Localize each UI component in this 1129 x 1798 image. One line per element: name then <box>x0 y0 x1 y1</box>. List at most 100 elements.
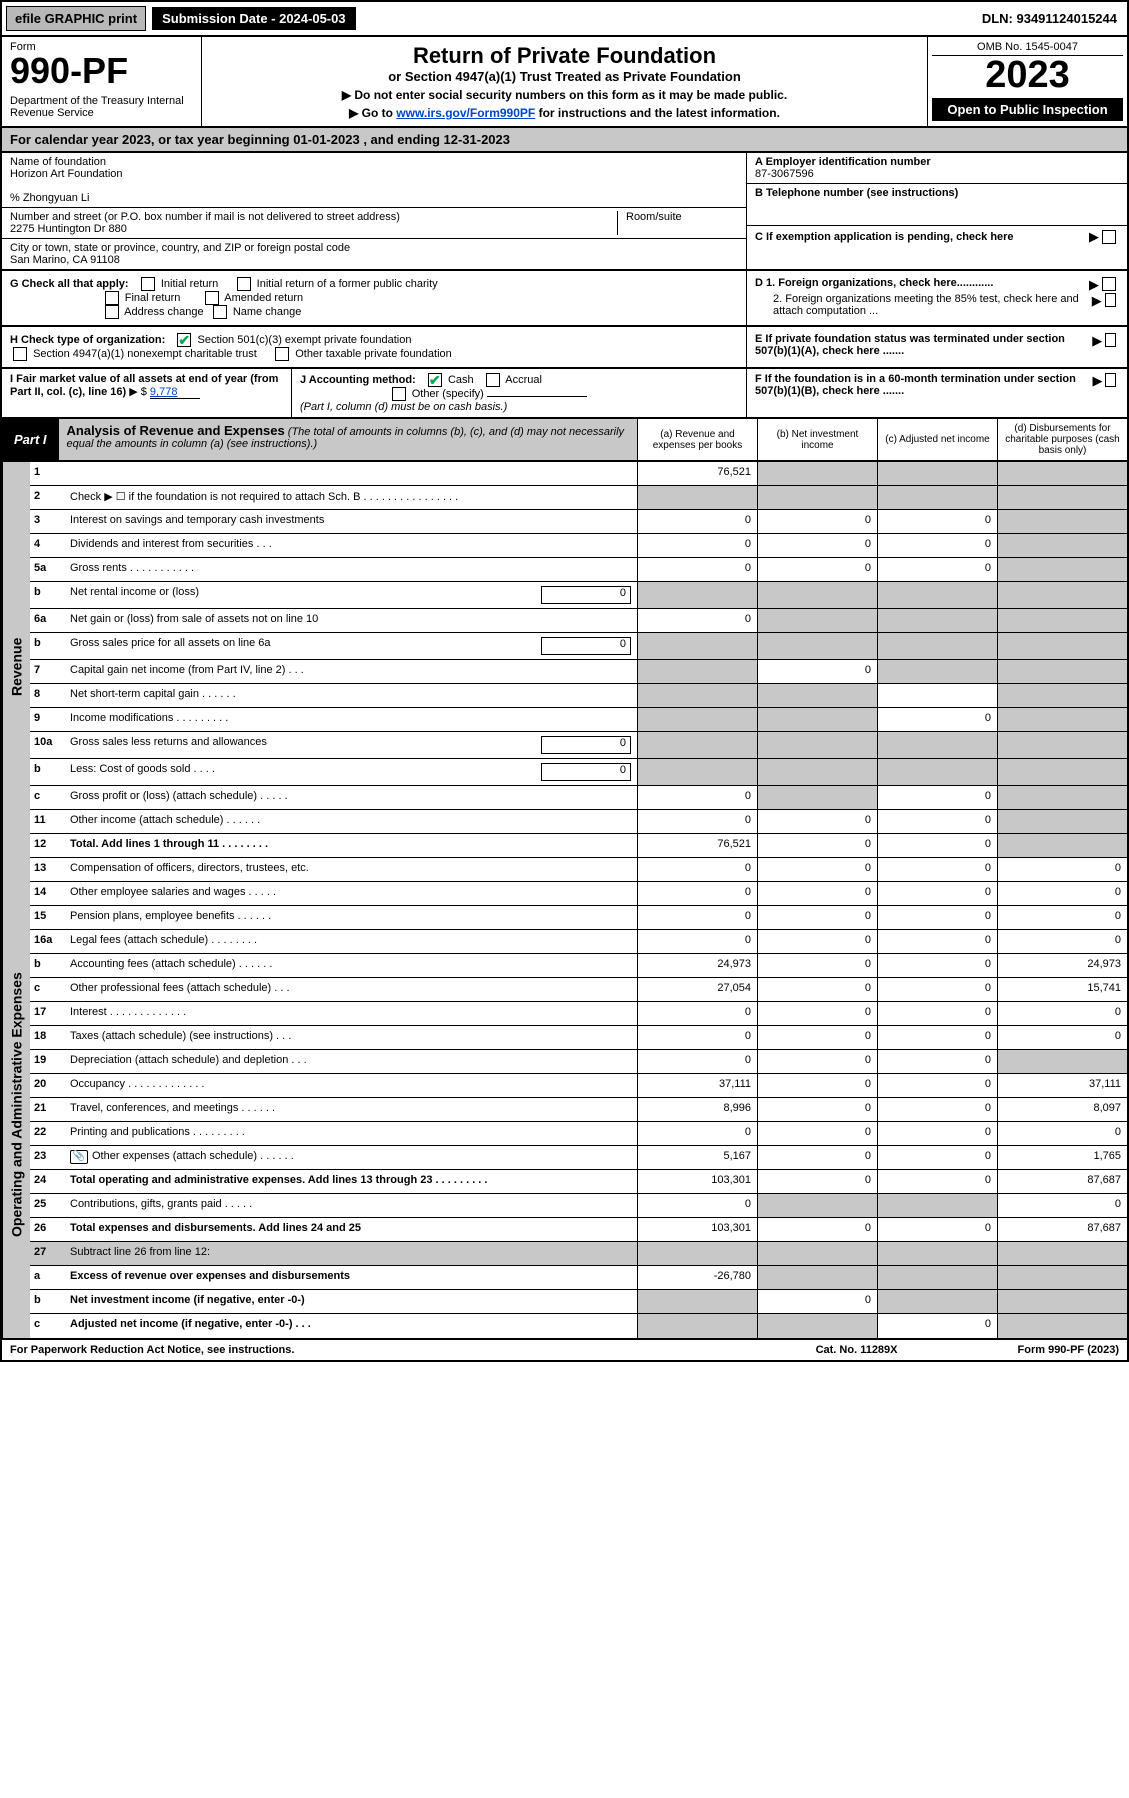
cell-col-c <box>877 582 997 608</box>
cell-col-c <box>877 1290 997 1313</box>
cell-col-b: 0 <box>757 810 877 833</box>
cb-initial[interactable] <box>141 277 155 291</box>
cell-col-a: 24,973 <box>637 954 757 977</box>
cb-4947[interactable] <box>13 347 27 361</box>
line-number: 27 <box>30 1242 64 1265</box>
line-number: 20 <box>30 1074 64 1097</box>
cell-col-a <box>637 660 757 683</box>
cell-col-a: 0 <box>637 858 757 881</box>
line-description: Subtract line 26 from line 12: <box>64 1242 637 1265</box>
cell-col-a: 0 <box>637 1050 757 1073</box>
h-label: H Check type of organization: <box>10 334 165 346</box>
calendar-year-row: For calendar year 2023, or tax year begi… <box>0 128 1129 153</box>
cb-e[interactable] <box>1105 333 1116 347</box>
cb-amended[interactable] <box>205 291 219 305</box>
cb-name[interactable] <box>213 305 227 319</box>
ein: 87-3067596 <box>755 168 1119 180</box>
cell-col-d <box>997 834 1127 857</box>
table-row: 176,521 <box>30 462 1127 486</box>
cb-d1[interactable] <box>1102 277 1116 291</box>
line-description: Gross sales less returns and allowances0 <box>64 732 637 758</box>
main-table: Revenue Operating and Administrative Exp… <box>0 462 1129 1340</box>
line-number: 22 <box>30 1122 64 1145</box>
col-c-header: (c) Adjusted net income <box>877 419 997 460</box>
efile-button[interactable]: efile GRAPHIC print <box>6 6 146 31</box>
cell-col-b: 0 <box>757 930 877 953</box>
cell-col-c: 0 <box>877 1122 997 1145</box>
cb-501c3[interactable] <box>177 333 191 347</box>
cell-col-d: 37,111 <box>997 1074 1127 1097</box>
cb-d2[interactable] <box>1105 293 1116 307</box>
header-right: OMB No. 1545-0047 2023 Open to Public In… <box>927 37 1127 126</box>
cell-col-b <box>757 684 877 707</box>
cell-col-c <box>877 732 997 758</box>
room-label: Room/suite <box>618 211 738 235</box>
line-number: 9 <box>30 708 64 731</box>
line-description: Other income (attach schedule) . . . . .… <box>64 810 637 833</box>
cell-col-b: 0 <box>757 1002 877 1025</box>
top-bar: efile GRAPHIC print Submission Date - 20… <box>0 0 1129 35</box>
cell-col-c: 0 <box>877 810 997 833</box>
cb-final[interactable] <box>105 291 119 305</box>
form-number: 990-PF <box>10 53 193 89</box>
table-row: 10aGross sales less returns and allowanc… <box>30 732 1127 759</box>
cell-col-c: 0 <box>877 1074 997 1097</box>
col-d-header: (d) Disbursements for charitable purpose… <box>997 419 1127 460</box>
cell-col-b: 0 <box>757 858 877 881</box>
table-row: 20Occupancy . . . . . . . . . . . . .37,… <box>30 1074 1127 1098</box>
inline-amount: 0 <box>541 637 631 655</box>
footer: For Paperwork Reduction Act Notice, see … <box>0 1340 1129 1362</box>
fmv-value[interactable]: 9,778 <box>150 386 200 399</box>
cell-col-a: 76,521 <box>637 462 757 485</box>
cell-col-d <box>997 1266 1127 1289</box>
cell-col-b: 0 <box>757 882 877 905</box>
cell-col-c <box>877 1194 997 1217</box>
cb-other-tax[interactable] <box>275 347 289 361</box>
f-label: F If the foundation is in a 60-month ter… <box>755 373 1092 413</box>
cb-accrual[interactable] <box>486 373 500 387</box>
cell-col-c: 0 <box>877 978 997 1001</box>
table-row: 22Printing and publications . . . . . . … <box>30 1122 1127 1146</box>
table-row: 11Other income (attach schedule) . . . .… <box>30 810 1127 834</box>
line-number: 19 <box>30 1050 64 1073</box>
department: Department of the Treasury Internal Reve… <box>10 95 193 119</box>
cell-col-c <box>877 1242 997 1265</box>
cell-col-c <box>877 660 997 683</box>
irs-link[interactable]: www.irs.gov/Form990PF <box>396 106 535 120</box>
cell-col-a: 5,167 <box>637 1146 757 1169</box>
line-number: 25 <box>30 1194 64 1217</box>
foundation-info: Name of foundation Horizon Art Foundatio… <box>0 153 1129 271</box>
table-row: 25Contributions, gifts, grants paid . . … <box>30 1194 1127 1218</box>
line-number: 2 <box>30 486 64 509</box>
line-number: b <box>30 759 64 785</box>
line-description: Legal fees (attach schedule) . . . . . .… <box>64 930 637 953</box>
line-description: Taxes (attach schedule) (see instruction… <box>64 1026 637 1049</box>
cell-col-a <box>637 759 757 785</box>
attachment-icon[interactable]: 📎 <box>70 1150 88 1164</box>
cb-other-method[interactable] <box>392 387 406 401</box>
cb-f[interactable] <box>1105 373 1116 387</box>
line-number: 21 <box>30 1098 64 1121</box>
cell-col-b <box>757 609 877 632</box>
cell-col-d <box>997 558 1127 581</box>
line-number: b <box>30 954 64 977</box>
line-description: Gross sales price for all assets on line… <box>64 633 637 659</box>
footer-center: Cat. No. 11289X <box>816 1344 898 1356</box>
line-number: 14 <box>30 882 64 905</box>
part1-header: Part I Analysis of Revenue and Expenses … <box>0 419 1129 462</box>
care-of: % Zhongyuan Li <box>10 192 738 204</box>
cell-col-d <box>997 684 1127 707</box>
cell-col-c: 0 <box>877 1002 997 1025</box>
cb-cash[interactable] <box>428 373 442 387</box>
cell-col-c: 0 <box>877 1026 997 1049</box>
table-row: bAccounting fees (attach schedule) . . .… <box>30 954 1127 978</box>
cb-initial-former[interactable] <box>237 277 251 291</box>
checkbox-c[interactable] <box>1102 230 1116 244</box>
cell-col-c: 0 <box>877 708 997 731</box>
cell-col-c: 0 <box>877 858 997 881</box>
revenue-side-label: Revenue <box>2 462 30 872</box>
cb-address[interactable] <box>105 305 119 319</box>
header: Form 990-PF Department of the Treasury I… <box>0 35 1129 128</box>
cell-col-b: 0 <box>757 558 877 581</box>
cell-col-a: 0 <box>637 930 757 953</box>
